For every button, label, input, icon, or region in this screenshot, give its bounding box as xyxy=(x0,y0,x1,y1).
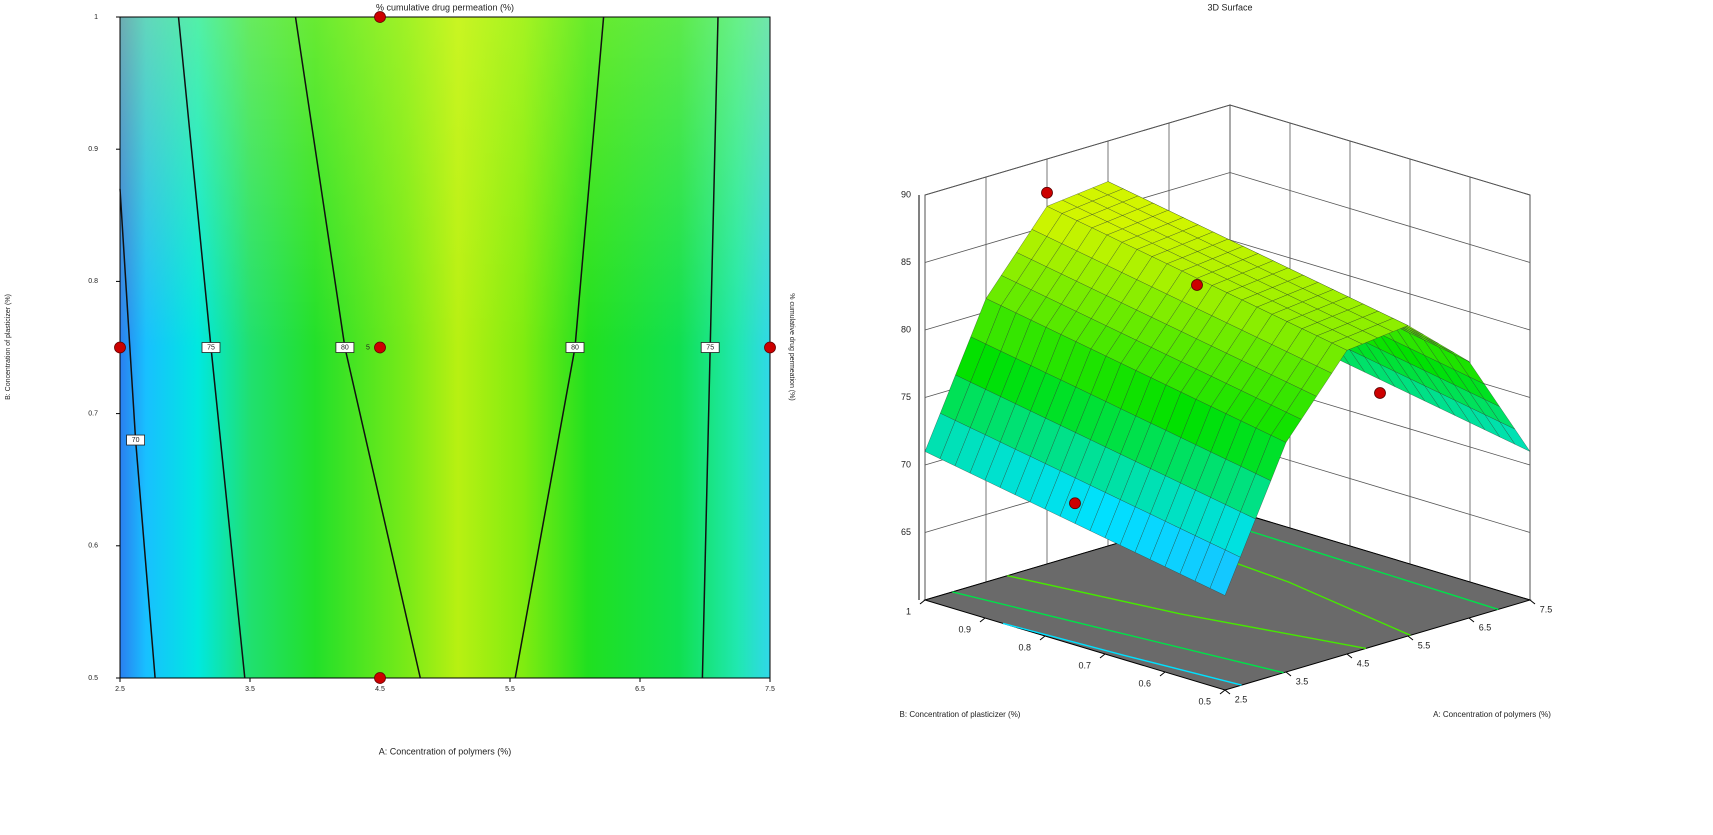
floor-contour xyxy=(1002,622,1242,686)
y-tick-label: 0.5 xyxy=(1198,696,1211,706)
y-tick-label: 0.8 xyxy=(88,278,98,285)
x-tick-label: 4.5 xyxy=(1357,658,1370,668)
x-tick-label: 3.5 xyxy=(245,686,255,693)
z-tick-label: 75 xyxy=(901,392,911,402)
replicate-label: 5 xyxy=(366,344,370,351)
y-tick xyxy=(1099,653,1106,659)
x-tick-label: 6.5 xyxy=(635,686,645,693)
floor-contour xyxy=(1007,575,1367,650)
x-tick-label: 6.5 xyxy=(1479,622,1492,632)
design-point xyxy=(374,341,386,354)
x-tick-label: 5.5 xyxy=(1418,640,1431,650)
contour-label: 75 xyxy=(706,344,714,351)
y-tick xyxy=(919,599,926,605)
y-tick xyxy=(1159,671,1166,677)
contour-label-box xyxy=(335,342,355,353)
contour-label: 70 xyxy=(132,437,140,444)
x-tick xyxy=(1285,671,1292,677)
x-tick-label: 7.5 xyxy=(765,686,775,693)
contour-label: 80 xyxy=(341,344,349,351)
grid-line xyxy=(924,104,1531,196)
x-tick xyxy=(1224,689,1231,695)
chart-title: % cumulative drug permeation (%) xyxy=(376,2,514,12)
x-axis-label: A: Concentration of polymers (%) xyxy=(1433,710,1551,719)
x-tick-label: 5.5 xyxy=(505,686,515,693)
design-point xyxy=(1041,186,1053,199)
y-tick xyxy=(1219,689,1226,695)
z-tick-label: 80 xyxy=(901,324,911,334)
x-tick xyxy=(1346,653,1353,659)
y-tick-label: 0.5 xyxy=(88,675,98,682)
contour-label: 80 xyxy=(571,344,579,351)
y-tick-label: 0.6 xyxy=(1138,678,1151,688)
y-tick-label: 1 xyxy=(94,14,98,21)
x-tick-label: 7.5 xyxy=(1540,604,1553,614)
y-tick-label: 1 xyxy=(906,606,911,616)
design-point xyxy=(1191,279,1203,291)
z-tick-label: 65 xyxy=(901,527,911,537)
y-tick xyxy=(979,617,986,623)
y-tick-label: 0.7 xyxy=(1078,660,1091,670)
z-tick-label: 70 xyxy=(901,459,911,469)
design-point xyxy=(764,341,776,354)
floor-contour xyxy=(1205,516,1499,611)
chart-title: 3D Surface xyxy=(1207,2,1252,12)
y-axis-label: B: Concentration of plasticizer (%) xyxy=(5,294,12,400)
right-axis-label: % cumulative drug permeation (%) xyxy=(788,293,795,400)
design-point xyxy=(1374,387,1386,399)
y-tick-label: 0.7 xyxy=(88,410,98,417)
contour-label-box xyxy=(201,342,221,353)
x-tick-label: 4.5 xyxy=(375,686,385,693)
contour-field-shade xyxy=(120,17,770,678)
x-tick-label: 3.5 xyxy=(1296,676,1309,686)
grid-line xyxy=(924,172,1531,263)
y-tick-label: 0.6 xyxy=(88,543,98,550)
contour-label-box xyxy=(700,342,720,353)
surface-cell xyxy=(1209,549,1241,596)
design-point xyxy=(374,672,386,684)
y-tick-label: 0.8 xyxy=(1018,642,1031,652)
y-axis-label: B: Concentration of plasticizer (%) xyxy=(900,710,1021,719)
x-tick-label: 2.5 xyxy=(1235,694,1248,704)
contour-label: 75 xyxy=(207,344,215,351)
z-tick-label: 85 xyxy=(901,257,911,267)
contour-label-box xyxy=(565,342,585,353)
x-tick xyxy=(1407,635,1414,641)
x-axis-label: A: Concentration of polymers (%) xyxy=(379,746,512,756)
x-tick xyxy=(1529,599,1536,605)
x-tick xyxy=(1468,617,1475,623)
y-tick-label: 0.9 xyxy=(88,146,98,153)
y-tick-label: 0.9 xyxy=(958,624,971,634)
design-point xyxy=(114,341,126,354)
design-point xyxy=(374,11,386,23)
y-tick xyxy=(1039,635,1046,641)
z-tick-label: 90 xyxy=(901,189,911,199)
contour-label-box xyxy=(126,434,145,446)
design-point xyxy=(1069,497,1081,510)
x-tick-label: 2.5 xyxy=(115,686,125,693)
floor-contour xyxy=(952,591,1284,674)
